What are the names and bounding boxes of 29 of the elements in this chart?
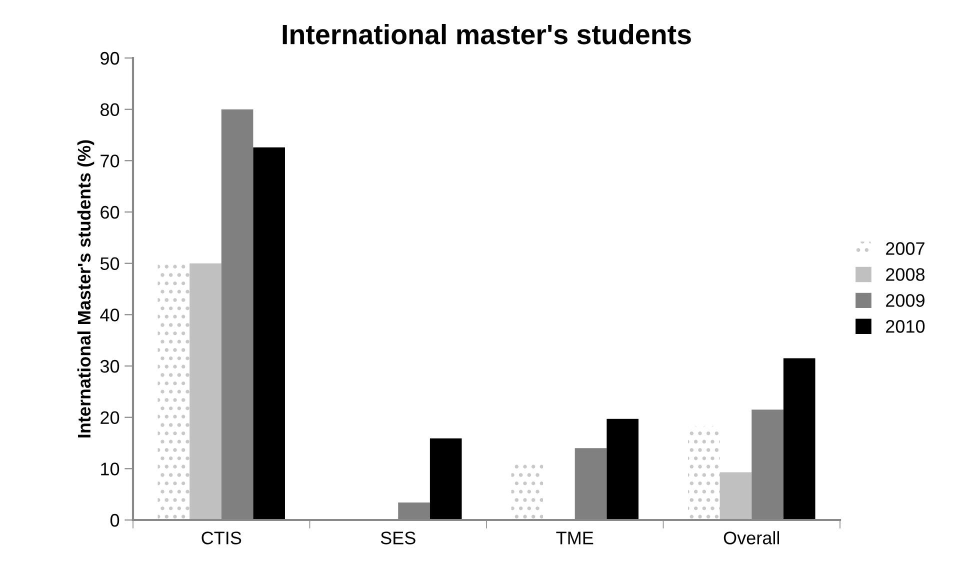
y-tick-label: 50 xyxy=(100,257,120,270)
y-tick-label: 40 xyxy=(100,308,120,322)
bar xyxy=(430,438,462,520)
bar xyxy=(190,263,222,520)
bar xyxy=(253,147,286,520)
legend-label: 2007 xyxy=(886,242,924,255)
bar xyxy=(511,463,544,520)
legend-label: 2010 xyxy=(886,320,925,333)
x-tick-label: TME xyxy=(556,532,594,544)
bar xyxy=(783,358,816,520)
y-tick-label: 30 xyxy=(100,360,120,373)
y-tick-label: 70 xyxy=(100,154,120,168)
y-axis-title: International Master's students (%) xyxy=(77,140,94,438)
bar xyxy=(688,426,720,520)
legend-label: 2008 xyxy=(886,268,925,281)
bar xyxy=(720,472,752,520)
y-tick-label: 90 xyxy=(100,52,120,65)
y-tick-label: 80 xyxy=(100,103,120,116)
legend-label: 2009 xyxy=(886,294,924,307)
x-tick-label: CTIS xyxy=(202,532,242,544)
y-tick-label: 10 xyxy=(101,462,120,476)
y-tick-label: 60 xyxy=(100,206,120,219)
y-tick-label: 20 xyxy=(100,411,120,424)
chart-title: International master's students xyxy=(282,24,691,44)
x-tick-label: SES xyxy=(380,532,416,544)
bar xyxy=(158,263,190,520)
bar xyxy=(606,418,639,520)
y-tick-label: 0 xyxy=(110,514,120,527)
x-tick-label: Overall xyxy=(724,531,780,544)
